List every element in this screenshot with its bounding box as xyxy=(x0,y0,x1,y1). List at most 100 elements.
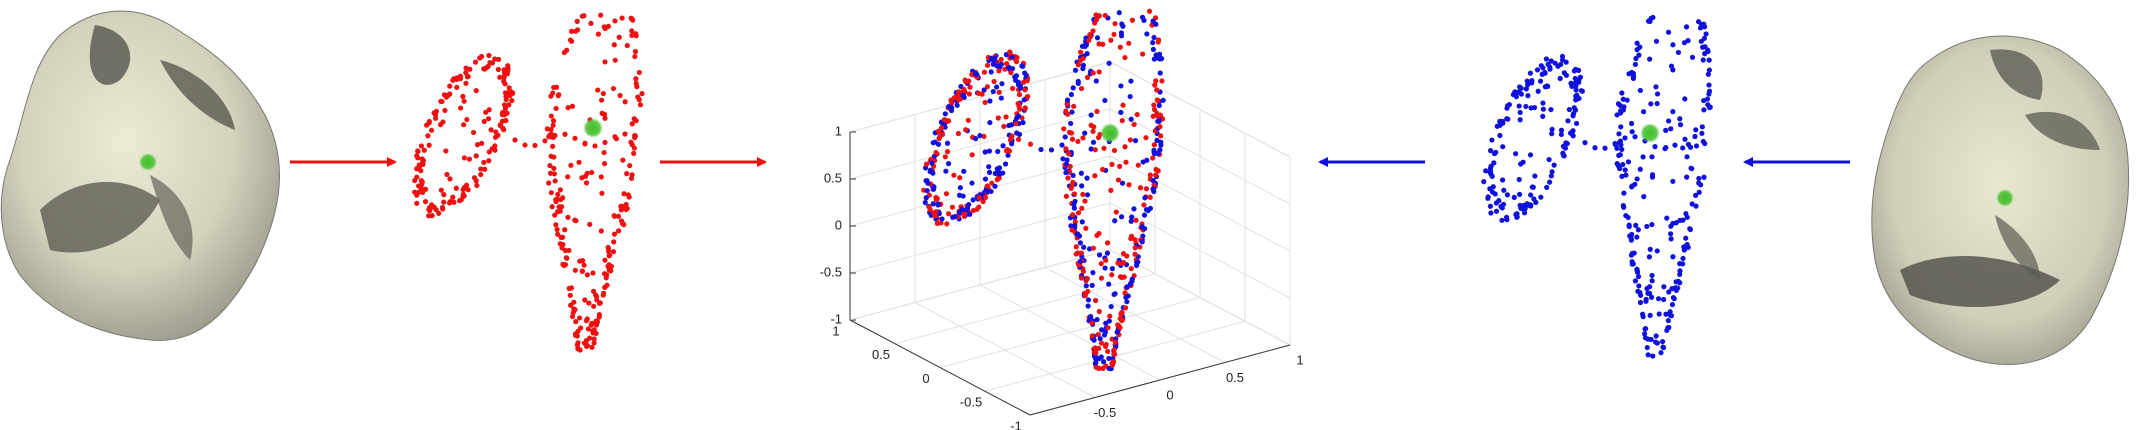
point xyxy=(458,105,464,111)
point xyxy=(1142,195,1148,201)
point xyxy=(587,221,593,227)
point xyxy=(415,155,421,161)
point xyxy=(996,68,1002,74)
point xyxy=(562,227,568,233)
point xyxy=(973,136,979,142)
point xyxy=(1152,82,1158,88)
point xyxy=(1157,70,1163,76)
point xyxy=(1094,35,1101,41)
point xyxy=(1626,71,1632,77)
point xyxy=(1015,100,1021,107)
point xyxy=(602,284,608,290)
point xyxy=(472,59,479,65)
point xyxy=(930,170,936,176)
point xyxy=(628,175,635,181)
point xyxy=(955,92,961,98)
point xyxy=(1113,209,1119,215)
point xyxy=(1487,148,1494,154)
point xyxy=(1069,212,1076,218)
point xyxy=(576,159,582,165)
point xyxy=(596,312,603,318)
point xyxy=(1699,124,1705,130)
point xyxy=(487,59,493,66)
point xyxy=(1653,333,1659,339)
point xyxy=(552,132,558,139)
point xyxy=(1111,291,1117,298)
point xyxy=(1020,119,1026,126)
point xyxy=(1629,250,1636,256)
point xyxy=(925,180,931,186)
point xyxy=(1154,55,1160,61)
point xyxy=(1087,32,1093,38)
point xyxy=(635,94,641,100)
point xyxy=(1135,162,1141,168)
point xyxy=(639,91,645,97)
point xyxy=(934,220,940,226)
point xyxy=(548,113,554,119)
point xyxy=(618,218,625,224)
point xyxy=(980,198,986,205)
point xyxy=(548,134,554,140)
point xyxy=(1112,21,1118,27)
point xyxy=(1677,122,1684,128)
point xyxy=(584,272,590,278)
point xyxy=(1702,140,1708,147)
point xyxy=(481,118,487,125)
point xyxy=(608,263,614,269)
point xyxy=(1075,138,1081,145)
z-tick-label: 0 xyxy=(835,217,842,232)
point xyxy=(1068,91,1075,98)
point xyxy=(1530,184,1536,190)
point xyxy=(600,292,606,298)
point xyxy=(509,97,515,104)
point xyxy=(1573,120,1580,127)
point xyxy=(1081,244,1087,250)
point xyxy=(1683,243,1689,249)
point xyxy=(425,133,431,139)
point xyxy=(1085,297,1092,303)
point xyxy=(621,191,627,197)
point xyxy=(1128,218,1134,224)
point xyxy=(1665,317,1671,324)
point xyxy=(1095,14,1101,20)
point xyxy=(1132,138,1139,144)
point xyxy=(1070,85,1076,91)
point xyxy=(415,148,421,154)
point xyxy=(1105,348,1111,355)
point xyxy=(1548,173,1554,179)
point xyxy=(1640,154,1646,160)
point xyxy=(1623,172,1629,178)
point xyxy=(1563,72,1570,78)
z-tick-label: -0.5 xyxy=(820,264,842,279)
point xyxy=(1084,74,1091,81)
point xyxy=(1649,172,1656,178)
point xyxy=(447,176,453,182)
point xyxy=(923,161,930,167)
point xyxy=(1077,57,1083,64)
point xyxy=(1017,83,1023,89)
point xyxy=(1647,312,1653,318)
point xyxy=(1499,118,1506,124)
point xyxy=(1620,107,1626,113)
point xyxy=(562,131,568,137)
x-tick-label: 0.5 xyxy=(1226,370,1244,385)
point xyxy=(1159,78,1165,84)
point xyxy=(486,158,492,164)
point xyxy=(579,175,585,181)
point xyxy=(1619,173,1625,179)
point xyxy=(1538,194,1544,200)
point xyxy=(1156,102,1162,109)
point xyxy=(932,139,938,145)
point xyxy=(1668,313,1675,319)
point xyxy=(1516,103,1522,109)
point xyxy=(1127,137,1133,143)
point xyxy=(1103,257,1109,263)
point xyxy=(1129,278,1135,284)
point xyxy=(1529,80,1535,86)
point xyxy=(464,116,470,123)
point xyxy=(601,161,608,167)
point xyxy=(585,326,592,332)
point xyxy=(601,24,607,30)
point xyxy=(441,192,447,198)
